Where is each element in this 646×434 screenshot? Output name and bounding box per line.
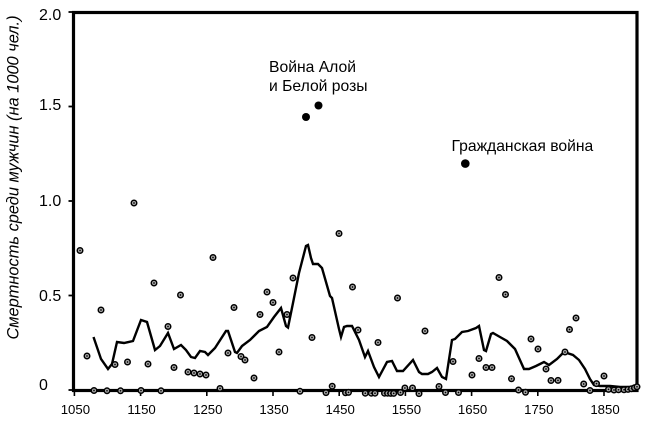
svg-text:1.5: 1.5 (39, 97, 61, 114)
svg-text:и Белой розы: и Белой розы (269, 78, 368, 95)
svg-text:1250: 1250 (193, 402, 222, 417)
svg-text:Гражданская война: Гражданская война (452, 138, 594, 155)
svg-text:1450: 1450 (326, 402, 355, 417)
svg-text:1.0: 1.0 (39, 193, 61, 210)
svg-text:1650: 1650 (458, 402, 487, 417)
svg-text:1150: 1150 (127, 402, 155, 417)
svg-text:1050: 1050 (61, 402, 90, 417)
svg-text:1750: 1750 (524, 402, 553, 417)
svg-text:2.0: 2.0 (39, 7, 61, 24)
svg-text:1850: 1850 (590, 402, 619, 417)
svg-text:0.5: 0.5 (39, 288, 61, 305)
svg-text:1550: 1550 (392, 402, 421, 417)
svg-text:Война Алой: Война Алой (269, 59, 356, 76)
svg-text:1350: 1350 (259, 402, 288, 417)
svg-text:0: 0 (39, 377, 48, 394)
svg-text:Смертность среди мужчин (на 10: Смертность среди мужчин (на 1000 чел.) (5, 15, 23, 339)
